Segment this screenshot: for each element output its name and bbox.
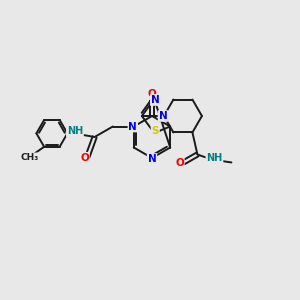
Text: N: N xyxy=(158,111,167,121)
Text: N: N xyxy=(148,154,156,164)
Text: CH₃: CH₃ xyxy=(20,153,38,162)
Text: O: O xyxy=(175,158,184,169)
Text: O: O xyxy=(80,153,89,163)
Text: O: O xyxy=(148,89,156,99)
Text: S: S xyxy=(152,126,159,136)
Text: NH: NH xyxy=(206,154,223,164)
Text: NH: NH xyxy=(67,126,83,136)
Text: N: N xyxy=(151,95,160,105)
Text: N: N xyxy=(128,122,137,131)
